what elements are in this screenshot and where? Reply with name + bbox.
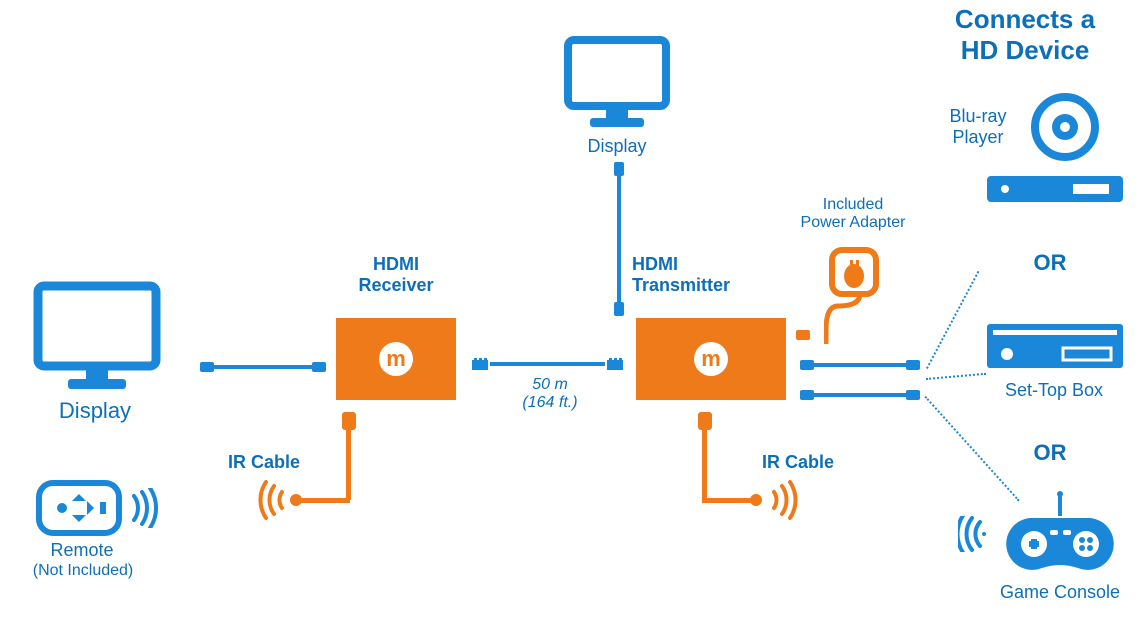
settop-box-icon — [985, 318, 1125, 379]
hdmi-transmitter-box: m — [636, 318, 786, 400]
hdmi-cable — [814, 363, 906, 367]
settop-label: Set-Top Box — [994, 380, 1114, 401]
top-display-label: Display — [582, 136, 652, 157]
dotted-line — [926, 373, 986, 380]
hdmi-connector-icon — [200, 362, 214, 372]
wireless-waves-icon — [958, 516, 992, 557]
cable-length-ft: (164 ft.) — [522, 394, 577, 411]
header-line2: HD Device — [961, 35, 1090, 65]
ir-waves-icon — [764, 480, 804, 525]
m-logo-icon: m — [694, 342, 728, 376]
hdmi-connector-icon — [800, 390, 814, 400]
hdmi-cable — [617, 176, 621, 306]
power-adapter-label: Included Power Adapter — [788, 196, 918, 232]
transmitter-title-l2: Transmitter — [632, 275, 730, 295]
cable-length-m: 50 m — [532, 376, 568, 393]
left-display-label: Display — [50, 398, 140, 424]
dotted-line — [926, 271, 979, 369]
receiver-title-line2: Receiver — [358, 275, 433, 295]
power-connector-icon — [796, 330, 810, 340]
ir-cable — [702, 430, 707, 500]
receiver-ir-label: IR Cable — [214, 452, 314, 473]
bluray-label: Blu-ray Player — [938, 106, 1018, 148]
receiver-title-line1: HDMI — [373, 254, 419, 274]
transmitter-title-l1: HDMI — [632, 254, 678, 274]
transmitter-title: HDMI Transmitter — [632, 254, 762, 296]
cable-length: 50 m (164 ft.) — [500, 376, 600, 412]
m-logo-icon: m — [379, 342, 413, 376]
dotted-line — [925, 396, 1020, 501]
hdmi-connector-icon — [800, 360, 814, 370]
hdmi-connector-icon — [312, 362, 326, 372]
remote-label: Remote — [42, 540, 122, 561]
remote-sub-label: (Not Included) — [18, 562, 148, 580]
wireless-waves-icon — [126, 488, 160, 533]
bluray-l1: Blu-ray — [949, 106, 1006, 126]
or-label-2: OR — [1020, 440, 1080, 466]
power-adapter-icon — [824, 246, 884, 361]
game-console-label: Game Console — [980, 582, 1140, 603]
hdmi-connector-icon — [614, 162, 624, 176]
disc-icon — [1030, 92, 1100, 167]
hdmi-connector-icon — [614, 302, 624, 316]
ir-cable — [300, 498, 350, 503]
header-title: Connects a HD Device — [920, 4, 1130, 66]
bluray-player-icon — [985, 168, 1125, 215]
transmitter-ir-label: IR Cable — [748, 452, 848, 473]
power-l2: Power Adapter — [801, 214, 906, 231]
left-monitor-icon — [32, 280, 162, 395]
rj45-connector-icon — [605, 356, 625, 376]
gamepad-icon — [990, 490, 1130, 585]
ir-cable — [346, 430, 351, 500]
power-l1: Included — [823, 196, 884, 213]
ethernet-cable — [490, 362, 605, 366]
ir-waves-icon — [252, 480, 292, 525]
hdmi-connector-icon — [906, 360, 920, 370]
or-label-1: OR — [1020, 250, 1080, 276]
hdmi-cable — [814, 393, 906, 397]
ir-emitter-icon — [750, 494, 762, 506]
bluray-l2: Player — [952, 127, 1003, 147]
hdmi-cable — [214, 365, 314, 369]
hdmi-receiver-box: m — [336, 318, 456, 400]
rj45-connector-icon — [470, 356, 490, 376]
header-line1: Connects a — [955, 4, 1095, 34]
ir-connector-icon — [342, 412, 356, 430]
ir-connector-icon — [698, 412, 712, 430]
top-monitor-icon — [562, 34, 672, 134]
ir-cable — [702, 498, 752, 503]
receiver-title: HDMI Receiver — [346, 254, 446, 296]
hdmi-connector-icon — [906, 390, 920, 400]
remote-icon — [36, 480, 122, 541]
